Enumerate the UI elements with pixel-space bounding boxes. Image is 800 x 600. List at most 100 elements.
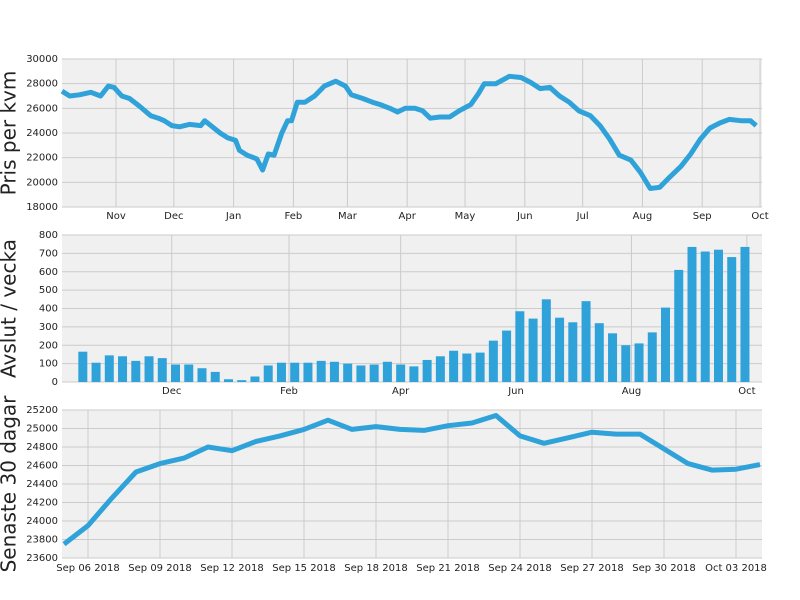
y-tick-label: 23800 (26, 535, 58, 546)
bar (713, 249, 723, 382)
y-tick-label: 500 (39, 285, 58, 296)
y-tick-label: 0 (52, 377, 58, 388)
x-tick-label: Jul (576, 211, 589, 222)
y-tick-label: 400 (39, 304, 58, 315)
bar (422, 359, 432, 382)
x-tick-label: Jun (516, 211, 533, 222)
y-tick-label: 28000 (26, 79, 58, 90)
y-tick-label: 20000 (26, 177, 58, 188)
y-tick-label: 200 (39, 340, 58, 351)
bar (356, 365, 366, 382)
x-tick-label: Sep 21 2018 (416, 563, 479, 574)
bar (290, 362, 300, 382)
x-tick-label: Sep 30 2018 (632, 563, 695, 574)
bar (647, 332, 657, 382)
y-tick-label: 800 (39, 230, 58, 241)
bar (687, 246, 697, 382)
bar (329, 361, 339, 382)
bar (621, 345, 631, 382)
x-tick-label: Oct 03 2018 (705, 563, 767, 574)
y-tick-label: 24800 (26, 442, 58, 453)
bar (197, 368, 207, 382)
bar (528, 318, 538, 382)
y-tick-label: 700 (39, 248, 58, 259)
x-tick-label: Aug (633, 211, 653, 222)
y-tick-label: 600 (39, 267, 58, 278)
x-tick-label: Oct (738, 386, 755, 397)
bar (515, 311, 525, 382)
bar (210, 371, 220, 382)
bar (131, 360, 141, 382)
bar (263, 365, 273, 382)
x-tick-label: Sep 24 2018 (488, 563, 551, 574)
y-tick-label: 23600 (26, 553, 58, 564)
bar (594, 323, 604, 382)
x-tick-label: Sep 18 2018 (344, 563, 407, 574)
bar (608, 333, 618, 382)
x-tick-label: Dec (164, 211, 183, 222)
x-tick-label: Jan (225, 211, 241, 222)
y-tick-label: 100 (39, 359, 58, 370)
y-tick-label: 24200 (26, 498, 58, 509)
y-tick-label: 22000 (26, 153, 58, 164)
y-tick-label: 24000 (26, 128, 58, 139)
y-tick-label: 25200 (26, 405, 58, 416)
y-tick-label: 24000 (26, 516, 58, 527)
bar (634, 343, 644, 382)
x-tick-label: Sep 09 2018 (128, 563, 191, 574)
x-tick-label: Aug (622, 386, 642, 397)
x-tick-label: Jun (507, 386, 524, 397)
bar (568, 322, 578, 382)
x-tick-label: Sep 15 2018 (272, 563, 335, 574)
x-tick-label: Sep 06 2018 (56, 563, 119, 574)
bar (316, 360, 326, 382)
bar (462, 353, 472, 382)
bar (435, 356, 445, 382)
x-tick-label: Nov (106, 211, 126, 222)
bar (382, 361, 392, 382)
x-tick-label: Apr (392, 386, 410, 397)
bar (409, 366, 419, 382)
y-axis-label: Pris per kvm (0, 71, 21, 196)
bar (184, 364, 194, 382)
bar (104, 355, 114, 382)
bar (157, 358, 167, 382)
bar (700, 251, 710, 382)
bar (118, 356, 128, 382)
bar (78, 351, 88, 382)
y-tick-label: 30000 (26, 54, 58, 65)
y-tick-label: 26000 (26, 103, 58, 114)
x-tick-label: Sep 27 2018 (560, 563, 623, 574)
bar (276, 362, 286, 382)
bar (237, 380, 247, 382)
y-axis-label: Senaste 30 dagar (0, 395, 21, 573)
bar (449, 350, 459, 382)
bar (144, 356, 154, 382)
bar (475, 352, 485, 382)
bar (343, 363, 353, 382)
x-tick-label: Dec (162, 386, 181, 397)
y-tick-label: 18000 (26, 202, 58, 213)
bar (727, 257, 737, 382)
x-tick-label: Apr (399, 211, 417, 222)
x-tick-label: Feb (285, 211, 303, 222)
bar (740, 246, 750, 382)
bar (488, 340, 498, 382)
x-tick-label: Sep (693, 211, 712, 222)
line (62, 413, 761, 547)
bar (91, 362, 101, 382)
x-tick-label: Mar (338, 211, 358, 222)
y-tick-label: 24400 (26, 479, 58, 490)
bar (661, 307, 671, 382)
x-tick-label: May (455, 211, 476, 222)
y-tick-label: 25000 (26, 424, 58, 435)
bar (396, 364, 406, 382)
bar (541, 299, 551, 382)
bar (581, 301, 591, 382)
line (60, 73, 758, 191)
bar (223, 379, 233, 382)
y-tick-label: 300 (39, 322, 58, 333)
y-tick-label: 24600 (26, 461, 58, 472)
bar (369, 364, 379, 382)
